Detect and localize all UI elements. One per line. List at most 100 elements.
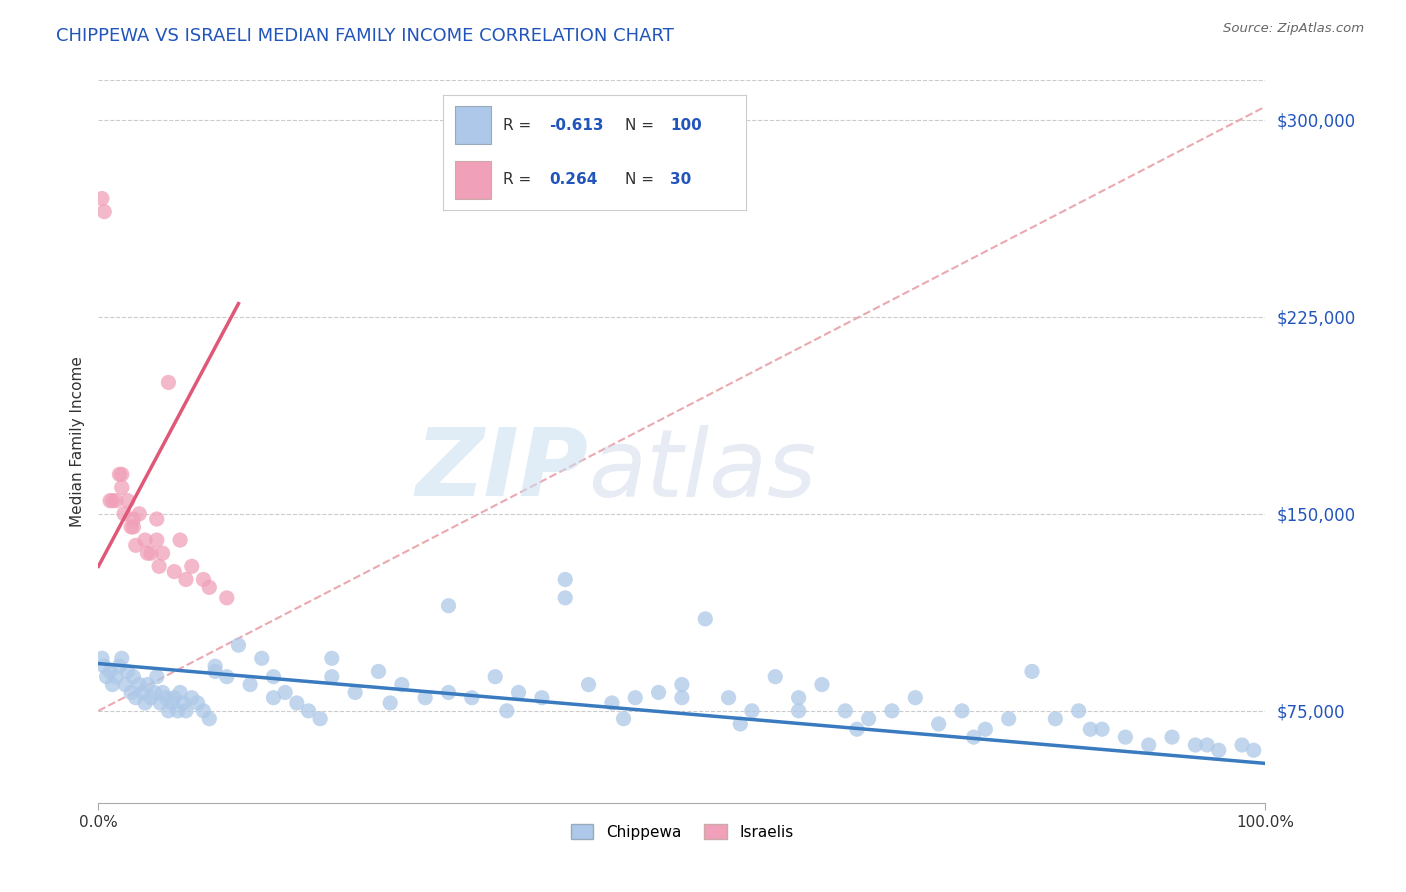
Point xyxy=(834,704,856,718)
Text: CHIPPEWA VS ISRAELI MEDIAN FAMILY INCOME CORRELATION CHART: CHIPPEWA VS ISRAELI MEDIAN FAMILY INCOME… xyxy=(56,27,673,45)
Point xyxy=(122,670,145,684)
Point xyxy=(169,685,191,699)
Point xyxy=(215,591,238,605)
Text: Source: ZipAtlas.com: Source: ZipAtlas.com xyxy=(1223,22,1364,36)
Point xyxy=(125,538,148,552)
Point xyxy=(128,507,150,521)
Point xyxy=(484,670,506,684)
Point xyxy=(239,677,262,691)
Point xyxy=(1197,738,1219,752)
Point xyxy=(152,546,174,560)
Point xyxy=(204,665,226,679)
Point xyxy=(180,690,202,705)
Point xyxy=(139,690,162,705)
Point xyxy=(858,712,880,726)
Point xyxy=(600,696,623,710)
Point xyxy=(880,704,903,718)
Point xyxy=(122,520,145,534)
Point xyxy=(163,565,186,579)
Point xyxy=(950,704,973,718)
Point xyxy=(215,670,238,684)
Point xyxy=(1243,743,1265,757)
Text: ZIP: ZIP xyxy=(416,425,589,516)
Point xyxy=(1161,730,1184,744)
Point xyxy=(321,670,343,684)
Point xyxy=(132,685,155,699)
Point xyxy=(169,533,191,547)
Point xyxy=(93,204,115,219)
Point xyxy=(93,659,115,673)
Point xyxy=(98,665,121,679)
Point xyxy=(1230,738,1253,752)
Point xyxy=(763,670,786,684)
Point xyxy=(262,670,284,684)
Point xyxy=(149,696,172,710)
Point xyxy=(139,546,162,560)
Point xyxy=(143,685,166,699)
Point xyxy=(204,659,226,673)
Point xyxy=(90,651,112,665)
Point xyxy=(787,704,810,718)
Point xyxy=(136,546,159,560)
Point xyxy=(496,704,519,718)
Point xyxy=(122,512,145,526)
Point xyxy=(962,730,984,744)
Point xyxy=(391,677,413,691)
Point xyxy=(1080,723,1102,737)
Point xyxy=(1208,743,1230,757)
Point xyxy=(180,559,202,574)
Point xyxy=(117,665,139,679)
Point xyxy=(120,685,142,699)
Point xyxy=(134,696,156,710)
Point xyxy=(741,704,763,718)
Point xyxy=(166,704,188,718)
Point xyxy=(146,512,169,526)
Point xyxy=(904,690,927,705)
Point xyxy=(193,704,215,718)
Point xyxy=(112,507,135,521)
Y-axis label: Median Family Income: Median Family Income xyxy=(69,356,84,527)
Point xyxy=(120,520,142,534)
Point xyxy=(160,696,183,710)
Point xyxy=(1045,712,1067,726)
Point xyxy=(413,690,436,705)
Point xyxy=(136,677,159,691)
Point xyxy=(262,690,284,705)
Point xyxy=(274,685,297,699)
Point xyxy=(146,533,169,547)
Point xyxy=(1137,738,1160,752)
Point xyxy=(380,696,402,710)
Point xyxy=(1067,704,1090,718)
Point xyxy=(297,704,319,718)
Point xyxy=(1091,723,1114,737)
Point xyxy=(578,677,600,691)
Point xyxy=(1114,730,1136,744)
Point xyxy=(647,685,669,699)
Point xyxy=(624,690,647,705)
Point xyxy=(285,696,308,710)
Point xyxy=(187,696,209,710)
Point xyxy=(173,696,195,710)
Point xyxy=(309,712,332,726)
Point xyxy=(508,685,530,699)
Point xyxy=(174,573,197,587)
Point xyxy=(530,690,553,705)
Point xyxy=(554,573,576,587)
Point xyxy=(367,665,389,679)
Point xyxy=(174,704,197,718)
Point xyxy=(846,723,869,737)
Point xyxy=(461,690,484,705)
Point xyxy=(111,481,134,495)
Point xyxy=(811,677,834,691)
Point xyxy=(148,559,170,574)
Point xyxy=(146,670,169,684)
Point xyxy=(695,612,717,626)
Point xyxy=(717,690,740,705)
Point xyxy=(111,467,134,482)
Point xyxy=(157,376,180,390)
Point xyxy=(157,704,180,718)
Point xyxy=(612,712,634,726)
Point xyxy=(108,659,131,673)
Text: atlas: atlas xyxy=(589,425,817,516)
Point xyxy=(228,638,250,652)
